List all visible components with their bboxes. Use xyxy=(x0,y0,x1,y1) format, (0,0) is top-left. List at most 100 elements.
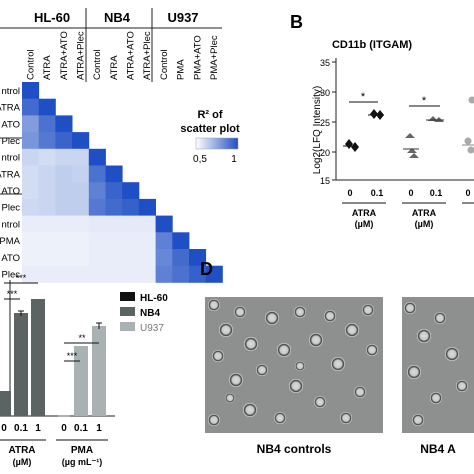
heatmap-cell xyxy=(155,249,173,267)
xtick-label: 1 xyxy=(96,423,102,434)
group-unit-pma: (µg mL⁻¹) xyxy=(62,457,102,467)
heatmap-cell xyxy=(55,215,73,233)
xtick-label: 0.1 xyxy=(14,423,28,434)
panel-d-microscopy: D NB4 controls NB4 A xyxy=(200,259,474,456)
heatmap-cell xyxy=(122,215,140,233)
heatmap-cell xyxy=(72,198,90,216)
cell xyxy=(340,412,352,424)
ytick-label: 15 xyxy=(320,176,330,186)
cell xyxy=(417,329,431,343)
column-labels: Control ATRA ATRA+ATO ATRA+Plec Control ATRA A… xyxy=(25,31,220,80)
panel-b-group-2: * 0 0.1 ATRA (µM) xyxy=(402,95,446,229)
column-label: ATRA xyxy=(42,55,53,80)
row-label: ntrol xyxy=(2,219,20,230)
panel-c-barchart: *** *** *** ** 0 0.1 1 0 0.1 1 ATRA (µM)… xyxy=(0,273,168,467)
legend-label-hl60: HL-60 xyxy=(140,293,168,304)
cell xyxy=(412,414,424,426)
legend-label-nb4: NB4 xyxy=(140,308,160,319)
heatmap-cell xyxy=(88,148,106,166)
micrograph-nb4-controls xyxy=(205,297,383,433)
heatmap-cell xyxy=(138,215,156,233)
heatmap-cell xyxy=(72,182,90,200)
cell xyxy=(212,350,224,362)
heatmap-cell xyxy=(138,198,156,216)
cell xyxy=(354,386,366,398)
sig-label: *** xyxy=(7,289,18,299)
heatmap-cell xyxy=(88,165,106,183)
group-unit: (µM) xyxy=(355,219,374,229)
panel-b-title: CD11b (ITGAM) xyxy=(332,39,412,51)
row-label: ATO xyxy=(1,119,20,130)
heatmap-cell xyxy=(88,249,106,267)
heatmap-cell xyxy=(72,249,90,267)
xtick-label: 1 xyxy=(35,423,41,434)
heatmap-cell xyxy=(22,215,40,233)
heatmap-cell xyxy=(72,165,90,183)
xtick-label: 0 xyxy=(1,423,7,434)
heatmap-cell xyxy=(38,182,56,200)
heatmap-cell xyxy=(22,82,40,100)
heatmap-cell xyxy=(172,232,190,250)
heatmap-cell xyxy=(38,98,56,116)
column-label: ATRA xyxy=(109,55,120,80)
heatmap-cell xyxy=(205,265,223,283)
row-label: ATRA xyxy=(0,169,21,180)
heatmap-cell xyxy=(122,232,140,250)
heatmap-cell xyxy=(88,215,106,233)
legend-label-u937: U937 xyxy=(140,323,164,334)
heatmap-cell xyxy=(22,115,40,133)
panel-a-heatmap: HL-60 NB4 U937 Control ATRA ATRA+ATO ATRA+P… xyxy=(0,8,240,283)
heatmap-cell xyxy=(22,182,40,200)
bar-atra-0 xyxy=(0,391,11,416)
cell-images xyxy=(208,299,468,426)
cell xyxy=(208,299,220,311)
cell xyxy=(331,357,345,371)
heatmap-cell xyxy=(88,198,106,216)
legend-swatch-nb4 xyxy=(120,307,135,316)
heatmap-cell xyxy=(38,115,56,133)
heatmap-cell xyxy=(55,132,73,150)
cell xyxy=(289,379,303,393)
cell xyxy=(225,393,235,403)
heatmap-cell xyxy=(105,198,123,216)
column-label: ATRA+Plec xyxy=(142,31,153,80)
cell xyxy=(265,311,279,325)
group-unit: (µM) xyxy=(415,219,434,229)
heatmap-cell xyxy=(72,232,90,250)
cell xyxy=(295,361,305,371)
heatmap-cell xyxy=(138,232,156,250)
heatmap-cell xyxy=(22,249,40,267)
heatmap-cell xyxy=(138,265,156,283)
heatmap-cell xyxy=(38,265,56,283)
column-label: Control xyxy=(92,49,103,80)
heatmap-cell xyxy=(122,182,140,200)
heatmap-cell xyxy=(38,232,56,250)
sig-star: * xyxy=(422,95,427,107)
panel-b-ylabel: Log2(LFQ Intensity) xyxy=(312,86,323,174)
cell xyxy=(362,304,374,316)
heatmap-cell xyxy=(105,249,123,267)
column-label: PMA+Plec xyxy=(209,35,220,80)
group-label: ATRA xyxy=(412,208,437,218)
row-label: ATO xyxy=(1,186,20,197)
cell xyxy=(445,347,459,361)
heatmap-cell xyxy=(88,232,106,250)
heatmap-cell xyxy=(22,132,40,150)
heatmap-cell xyxy=(122,198,140,216)
cell xyxy=(243,403,257,417)
heatmap-cells xyxy=(22,82,223,283)
row-label: Plec xyxy=(2,203,21,214)
heatmap-cell xyxy=(55,148,73,166)
heatmap-cell xyxy=(138,249,156,267)
row-label: Plec xyxy=(2,270,21,281)
heatmap-cell xyxy=(72,265,90,283)
column-label: PMA xyxy=(176,59,187,80)
cell xyxy=(219,323,233,337)
data-point xyxy=(407,148,417,153)
heatmap-cell xyxy=(38,132,56,150)
data-point xyxy=(464,137,472,145)
group-label-nb4: NB4 xyxy=(104,10,131,25)
data-point xyxy=(370,109,378,119)
legend-title-line1: R² of xyxy=(197,109,222,121)
sig-label: ** xyxy=(78,333,86,343)
